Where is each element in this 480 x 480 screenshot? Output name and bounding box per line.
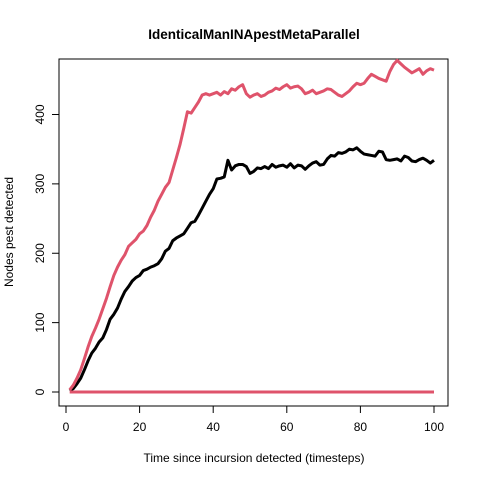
y-tick-label: 200 — [33, 243, 47, 263]
x-tick-label: 60 — [280, 420, 294, 434]
y-tick-label: 300 — [33, 174, 47, 194]
chart-title: IdenticalManINApestMetaParallel — [148, 27, 360, 42]
y-axis-label: Nodes pest detected — [2, 177, 16, 287]
y-tick-label: 100 — [33, 312, 47, 332]
series-line-2 — [68, 58, 435, 391]
y-tick-label: 400 — [33, 104, 47, 124]
x-tick-label: 0 — [63, 420, 70, 434]
x-axis: 0 20 40 60 80 100 — [63, 405, 444, 434]
x-tick-label: 80 — [354, 420, 368, 434]
x-tick-label: 100 — [424, 420, 444, 434]
y-axis: 0 100 200 300 400 — [33, 104, 60, 395]
series-layer — [68, 58, 435, 394]
x-tick-label: 40 — [207, 420, 221, 434]
x-axis-label: Time since incursion detected (timesteps… — [144, 451, 365, 465]
x-tick-label: 20 — [133, 420, 147, 434]
y-tick-label: 0 — [33, 388, 47, 395]
series-line-1 — [68, 146, 435, 392]
